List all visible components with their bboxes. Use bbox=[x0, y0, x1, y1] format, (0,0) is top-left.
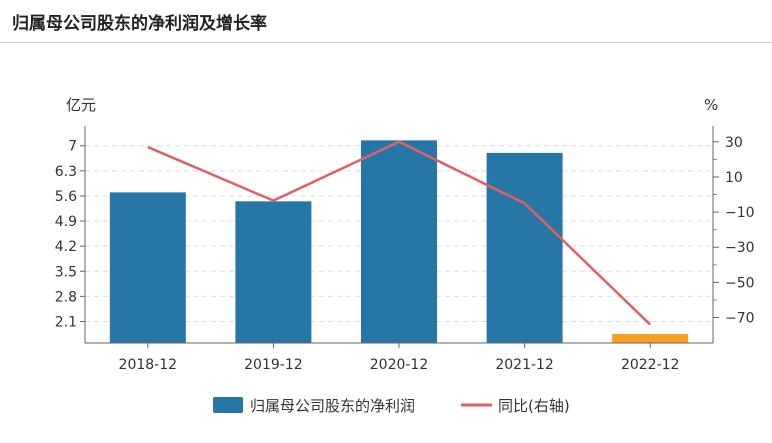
bar-2018-12 bbox=[109, 192, 186, 343]
left-tick-label: 2.1 bbox=[55, 314, 77, 330]
right-tick-label: −30 bbox=[725, 240, 755, 256]
right-tick-label: −50 bbox=[725, 275, 755, 291]
left-tick-label: 7 bbox=[68, 139, 77, 155]
x-tick-label: 2021-12 bbox=[495, 357, 554, 373]
chart-title: 归属母公司股东的净利润及增长率 bbox=[12, 14, 267, 34]
bar-2021-12 bbox=[486, 152, 563, 343]
right-tick-label: −10 bbox=[725, 205, 755, 221]
left-tick-label: 2.8 bbox=[55, 289, 77, 305]
x-tick-label: 2018-12 bbox=[119, 357, 178, 373]
x-tick-label: 2022-12 bbox=[621, 357, 680, 373]
axes: 2.1 2.8 3.5 4.2 4.9 5.6 6.3 7 −70 −50 −30 −10 10 30 20… bbox=[55, 126, 755, 373]
line-series bbox=[147, 140, 652, 326]
left-tick-label: 4.9 bbox=[55, 214, 77, 230]
left-tick-label: 5.6 bbox=[55, 189, 77, 205]
left-tick-label: 4.2 bbox=[55, 239, 77, 255]
header-bar: 归属母公司股东的净利润及增长率 bbox=[0, 0, 772, 43]
right-axis-unit: % bbox=[704, 96, 718, 114]
left-axis-unit: 亿元 bbox=[66, 96, 96, 114]
left-tick-label: 3.5 bbox=[55, 264, 77, 280]
legend-bar-swatch bbox=[213, 397, 243, 413]
gridlines bbox=[85, 145, 713, 322]
right-tick-label: −70 bbox=[725, 311, 755, 327]
bar-2020-12 bbox=[361, 140, 437, 343]
left-tick-label: 6.3 bbox=[55, 164, 77, 180]
legend: 归属母公司股东的净利润 同比(右轴) bbox=[213, 397, 570, 415]
x-tick-label: 2020-12 bbox=[370, 357, 429, 373]
legend-bar-label: 归属母公司股东的净利润 bbox=[250, 397, 415, 415]
bar-2022-12 bbox=[612, 334, 689, 343]
bar-2019-12 bbox=[235, 201, 312, 343]
right-tick-label: 10 bbox=[725, 170, 743, 186]
bar-series bbox=[109, 140, 689, 343]
x-tick-label: 2019-12 bbox=[244, 357, 303, 373]
legend-line-label: 同比(右轴) bbox=[498, 397, 570, 415]
right-tick-label: 30 bbox=[725, 135, 743, 151]
